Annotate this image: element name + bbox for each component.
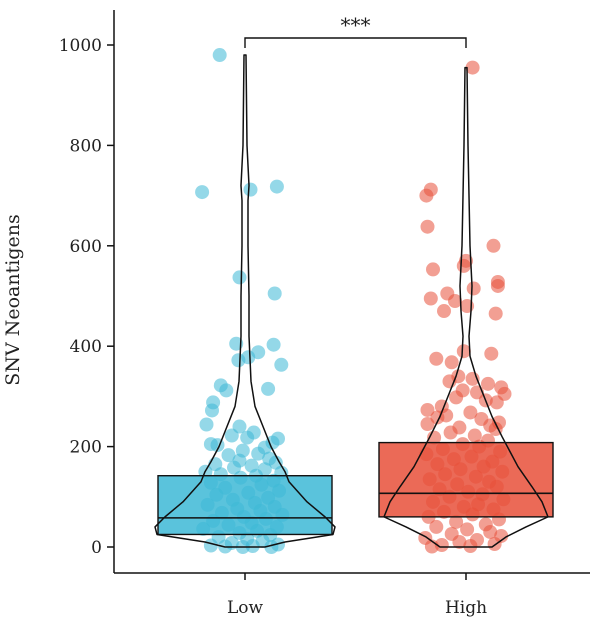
significance-bracket	[244, 37, 467, 48]
point-high	[487, 536, 502, 551]
point-high	[466, 281, 481, 296]
violin-high	[383, 66, 549, 548]
significance-label: ***	[341, 13, 371, 37]
point-high	[486, 238, 501, 253]
x-tick-label-high: High	[445, 598, 487, 618]
point-high	[489, 395, 504, 410]
point-low	[269, 179, 284, 194]
point-high	[423, 182, 438, 197]
point-low	[195, 185, 210, 200]
y-tick-label: 800	[70, 136, 102, 156]
point-high	[420, 417, 435, 432]
point-high	[443, 425, 458, 440]
point-low	[199, 417, 214, 432]
point-high	[420, 219, 435, 234]
point-high	[437, 304, 451, 319]
point-high	[423, 291, 438, 306]
point-low	[219, 383, 234, 398]
point-low	[221, 448, 236, 463]
box-high	[378, 441, 554, 518]
point-high	[420, 402, 435, 417]
point-high	[426, 262, 440, 277]
y-tick-label: 200	[70, 438, 102, 458]
point-low	[243, 182, 258, 197]
point-low	[266, 337, 281, 352]
violin-low	[154, 54, 336, 548]
y-tick-label: 400	[70, 337, 102, 357]
axes-layer: 0 200 400 600 800 1000 Low High	[59, 10, 590, 618]
point-low	[205, 403, 219, 418]
point-high	[444, 355, 459, 370]
point-low	[224, 428, 239, 443]
point-high	[449, 390, 464, 405]
point-high	[463, 538, 478, 553]
y-tick-label: 600	[70, 237, 102, 257]
point-high	[452, 534, 467, 549]
y-tick-label: 1000	[59, 36, 102, 56]
point-high	[465, 60, 480, 75]
point-high	[467, 428, 482, 443]
point-high	[463, 405, 478, 420]
point-low	[264, 540, 279, 554]
point-low	[274, 357, 289, 372]
point-low	[251, 446, 266, 461]
point-high	[429, 519, 444, 534]
point-high	[429, 351, 444, 366]
y-tick-label: 0	[91, 538, 102, 558]
y-axis-title: SNV Neoantigens	[2, 214, 24, 385]
box-low	[157, 475, 333, 536]
point-high	[456, 344, 471, 359]
point-high	[456, 258, 471, 273]
point-low	[212, 48, 227, 63]
point-low	[232, 270, 247, 285]
point-low	[261, 381, 276, 396]
violin-layer	[154, 54, 549, 548]
point-high	[448, 294, 462, 309]
box-layer	[157, 441, 554, 536]
point-high	[460, 522, 475, 537]
point-low	[227, 460, 241, 475]
point-high	[481, 376, 495, 391]
point-high	[484, 346, 499, 361]
point-high	[449, 514, 464, 529]
point-high	[490, 278, 505, 293]
x-tick-label-low: Low	[227, 598, 264, 618]
point-low	[240, 430, 255, 445]
point-low	[231, 353, 246, 368]
point-low	[267, 286, 282, 301]
point-high	[483, 524, 498, 539]
point-high	[488, 306, 503, 321]
significance-layer: ***	[244, 13, 467, 48]
point-low	[203, 538, 218, 553]
point-low	[229, 336, 244, 351]
